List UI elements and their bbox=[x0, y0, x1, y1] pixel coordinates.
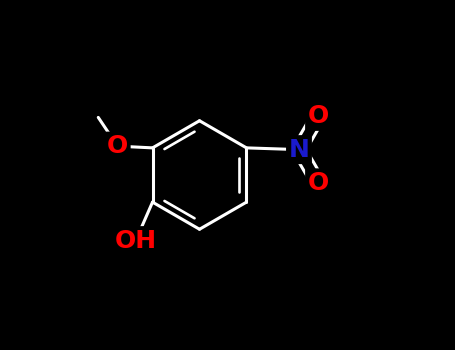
Text: O: O bbox=[308, 171, 329, 195]
Text: O: O bbox=[308, 104, 329, 128]
Text: O: O bbox=[308, 171, 329, 195]
Text: O: O bbox=[107, 134, 128, 158]
Text: N: N bbox=[288, 138, 309, 162]
Text: N: N bbox=[288, 138, 309, 162]
Text: OH: OH bbox=[115, 229, 157, 253]
Text: OH: OH bbox=[115, 229, 157, 253]
Text: O: O bbox=[107, 134, 128, 158]
Text: O: O bbox=[308, 104, 329, 128]
